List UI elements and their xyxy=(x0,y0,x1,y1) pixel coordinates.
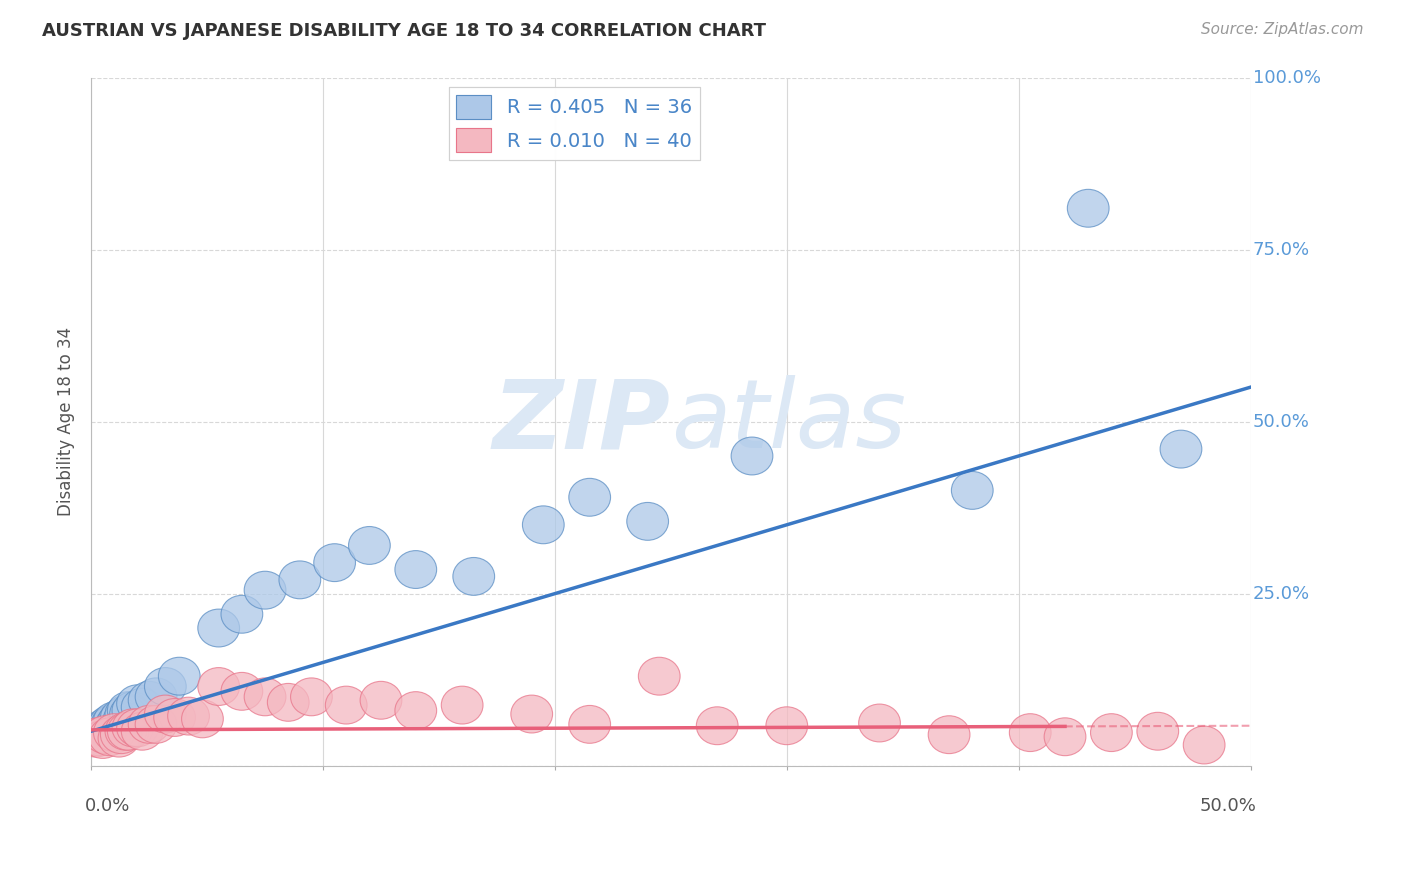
Ellipse shape xyxy=(278,561,321,599)
Ellipse shape xyxy=(291,678,332,715)
Ellipse shape xyxy=(221,673,263,710)
Text: 100.0%: 100.0% xyxy=(1253,69,1320,87)
Y-axis label: Disability Age 18 to 34: Disability Age 18 to 34 xyxy=(58,327,75,516)
Ellipse shape xyxy=(627,502,668,541)
Ellipse shape xyxy=(928,715,970,754)
Ellipse shape xyxy=(100,698,142,737)
Ellipse shape xyxy=(453,558,495,595)
Ellipse shape xyxy=(1045,718,1085,756)
Ellipse shape xyxy=(75,719,117,757)
Ellipse shape xyxy=(91,706,134,743)
Ellipse shape xyxy=(117,685,159,723)
Ellipse shape xyxy=(96,706,138,743)
Ellipse shape xyxy=(89,718,131,756)
Text: 75.0%: 75.0% xyxy=(1253,241,1310,259)
Ellipse shape xyxy=(569,706,610,743)
Ellipse shape xyxy=(82,713,124,750)
Ellipse shape xyxy=(1067,189,1109,227)
Ellipse shape xyxy=(110,695,152,733)
Text: 50.0%: 50.0% xyxy=(1253,413,1310,431)
Ellipse shape xyxy=(82,721,124,758)
Text: AUSTRIAN VS JAPANESE DISABILITY AGE 18 TO 34 CORRELATION CHART: AUSTRIAN VS JAPANESE DISABILITY AGE 18 T… xyxy=(42,22,766,40)
Ellipse shape xyxy=(167,698,209,735)
Ellipse shape xyxy=(105,695,146,733)
Ellipse shape xyxy=(181,700,224,738)
Ellipse shape xyxy=(1010,714,1052,752)
Ellipse shape xyxy=(117,709,159,747)
Ellipse shape xyxy=(153,698,195,737)
Ellipse shape xyxy=(121,689,163,726)
Ellipse shape xyxy=(766,706,807,745)
Ellipse shape xyxy=(221,595,263,633)
Ellipse shape xyxy=(98,702,139,739)
Ellipse shape xyxy=(145,667,186,706)
Ellipse shape xyxy=(1184,726,1225,764)
Ellipse shape xyxy=(84,715,127,754)
Ellipse shape xyxy=(128,706,170,743)
Ellipse shape xyxy=(121,713,163,750)
Ellipse shape xyxy=(569,478,610,516)
Ellipse shape xyxy=(84,709,127,747)
Ellipse shape xyxy=(325,686,367,724)
Ellipse shape xyxy=(145,695,186,733)
Ellipse shape xyxy=(267,683,309,722)
Text: 50.0%: 50.0% xyxy=(1199,797,1257,814)
Ellipse shape xyxy=(314,544,356,582)
Ellipse shape xyxy=(87,709,128,747)
Ellipse shape xyxy=(198,609,239,647)
Ellipse shape xyxy=(510,695,553,733)
Ellipse shape xyxy=(105,713,146,750)
Text: Source: ZipAtlas.com: Source: ZipAtlas.com xyxy=(1201,22,1364,37)
Ellipse shape xyxy=(93,714,135,752)
Ellipse shape xyxy=(638,657,681,695)
Ellipse shape xyxy=(77,715,120,754)
Ellipse shape xyxy=(98,719,139,757)
Ellipse shape xyxy=(103,702,145,739)
Text: atlas: atlas xyxy=(671,376,905,468)
Ellipse shape xyxy=(89,706,131,743)
Ellipse shape xyxy=(77,718,120,756)
Ellipse shape xyxy=(395,550,437,589)
Text: 0.0%: 0.0% xyxy=(86,797,131,814)
Text: ZIP: ZIP xyxy=(494,376,671,468)
Ellipse shape xyxy=(1160,430,1202,468)
Ellipse shape xyxy=(1091,714,1132,752)
Ellipse shape xyxy=(135,678,177,715)
Ellipse shape xyxy=(93,702,135,739)
Ellipse shape xyxy=(107,713,149,750)
Ellipse shape xyxy=(112,709,153,747)
Ellipse shape xyxy=(100,715,142,754)
Ellipse shape xyxy=(245,678,285,715)
Legend: R = 0.405   N = 36, R = 0.010   N = 40: R = 0.405 N = 36, R = 0.010 N = 40 xyxy=(449,87,700,160)
Ellipse shape xyxy=(135,706,177,743)
Ellipse shape xyxy=(696,706,738,745)
Ellipse shape xyxy=(349,526,391,565)
Ellipse shape xyxy=(360,681,402,719)
Ellipse shape xyxy=(159,657,200,695)
Ellipse shape xyxy=(198,667,239,706)
Ellipse shape xyxy=(1137,713,1178,750)
Ellipse shape xyxy=(245,571,285,609)
Ellipse shape xyxy=(441,686,484,724)
Ellipse shape xyxy=(952,472,993,509)
Ellipse shape xyxy=(128,681,170,719)
Text: 25.0%: 25.0% xyxy=(1253,584,1310,603)
Ellipse shape xyxy=(112,691,153,730)
Ellipse shape xyxy=(107,691,149,730)
Ellipse shape xyxy=(395,691,437,730)
Ellipse shape xyxy=(523,506,564,544)
Ellipse shape xyxy=(859,704,900,742)
Ellipse shape xyxy=(731,437,773,475)
